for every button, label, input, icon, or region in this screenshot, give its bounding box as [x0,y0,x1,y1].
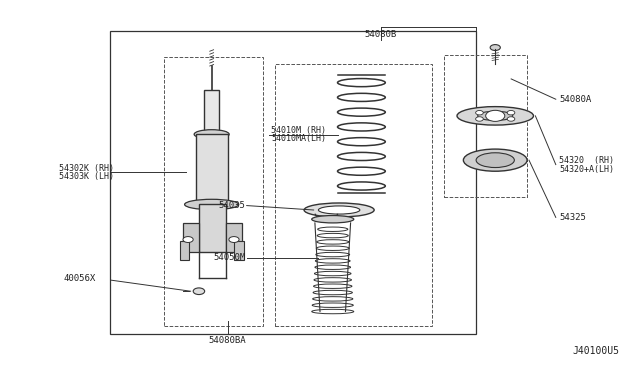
Ellipse shape [477,111,513,121]
Text: 54302K (RH): 54302K (RH) [59,164,114,173]
Text: 54303K (LH): 54303K (LH) [59,172,114,181]
Bar [180,241,189,260]
Bar [444,55,527,197]
Circle shape [476,110,483,115]
Text: 54080BA: 54080BA [209,336,246,345]
Circle shape [490,45,500,51]
Bar [234,241,244,260]
Ellipse shape [304,203,374,217]
Ellipse shape [476,153,515,167]
Text: J40100U5: J40100U5 [573,346,620,356]
Ellipse shape [194,130,229,139]
Text: 40056X: 40056X [64,274,96,283]
Bar [204,90,220,134]
Circle shape [476,117,483,121]
Circle shape [193,288,205,295]
Text: 54320  (RH): 54320 (RH) [559,155,614,165]
Bar [183,223,199,253]
Circle shape [183,237,193,243]
Circle shape [229,237,239,243]
Bar [199,205,226,253]
Text: 54320+A(LH): 54320+A(LH) [559,165,614,174]
Text: 54010M (RH): 54010M (RH) [271,126,326,135]
Ellipse shape [312,215,354,223]
Text: 54035: 54035 [219,201,246,210]
Text: 54325: 54325 [559,213,586,222]
Text: 54010MA(LH): 54010MA(LH) [271,134,326,143]
Text: 54050M: 54050M [213,253,246,263]
Ellipse shape [319,206,360,214]
Text: 54080B: 54080B [364,31,397,39]
Ellipse shape [463,149,527,171]
Bar [226,223,242,253]
Text: 54080A: 54080A [559,95,591,104]
Circle shape [507,110,515,115]
Bar [196,134,228,205]
Bar [109,31,476,334]
Bar [164,57,262,326]
Bar [275,64,431,326]
Ellipse shape [457,107,534,125]
Ellipse shape [184,199,239,210]
Circle shape [486,110,505,121]
Circle shape [507,117,515,121]
